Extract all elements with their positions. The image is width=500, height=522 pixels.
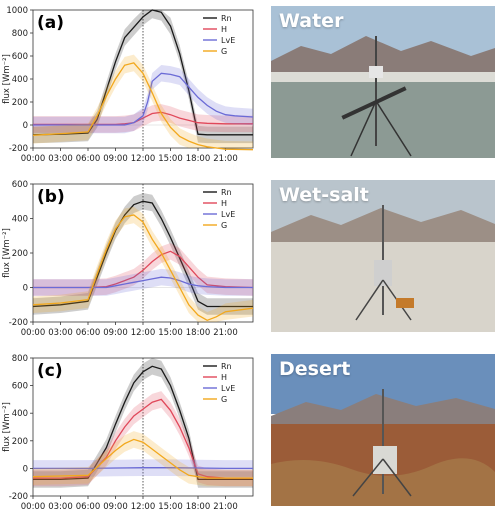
legend-entry-g: G (221, 221, 227, 230)
x-tick-label: 18:00 (186, 328, 211, 338)
photo-label: Wet-salt (279, 184, 369, 206)
x-tick-label: 12:00 (131, 328, 156, 338)
photo-wet-salt: Wet-salt (271, 180, 495, 332)
legend-entry-rn: Rn (221, 14, 232, 23)
y-tick-label: 800 (12, 354, 28, 364)
x-tick-label: 06:00 (76, 328, 101, 338)
legend-entry-g: G (221, 395, 227, 404)
y-tick-label: 400 (12, 215, 28, 225)
chart-panel-c: -200 0 200 400 600 800 00:00 03:00 06:00 09:00 12:… (2, 354, 254, 512)
photo-label: Water (279, 10, 344, 32)
x-tick-label: 21:00 (213, 154, 238, 164)
x-tick-label: 03:00 (48, 154, 73, 164)
x-tick-label: 18:00 (186, 502, 211, 512)
legend-entry-lve: LvE (221, 36, 235, 45)
x-tick-label: 18:00 (186, 154, 211, 164)
panel-desert: -200 0 200 400 600 800 00:00 03:00 06:00 09:00 12:… (0, 348, 500, 522)
series-line-g (32, 438, 253, 479)
y-tick-label: 200 (12, 437, 28, 447)
panel-label: (a) (37, 13, 64, 33)
x-tick-label: 15:00 (158, 328, 183, 338)
y-tick-label: 400 (12, 409, 28, 419)
y-tick-label: 0 (23, 121, 28, 131)
series-band-g (33, 206, 253, 322)
photo-wet-salt-image (271, 180, 495, 332)
y-tick-label: 0 (23, 464, 28, 474)
y-tick-label: 0 (23, 284, 28, 294)
x-tick-label: 09:00 (103, 328, 128, 338)
legend-entry-h: H (221, 373, 227, 382)
photo-water: Water (271, 6, 495, 158)
y-tick-label: -200 (9, 492, 28, 502)
series-line-lve (33, 467, 253, 470)
photo-desert: Desert (271, 354, 495, 506)
y-tick-label: 1000 (6, 6, 28, 16)
photo-water-image (271, 6, 495, 158)
y-tick-label: 600 (12, 52, 28, 62)
y-tick-label: 200 (12, 98, 28, 108)
y-tick-label: 800 (12, 29, 28, 39)
y-tick-label: 400 (12, 75, 28, 85)
series-line-rn (32, 200, 253, 308)
x-tick-label: 00:00 (21, 154, 46, 164)
photo-label: Desert (279, 358, 351, 380)
x-tick-label: 21:00 (213, 502, 238, 512)
x-tick-label: 09:00 (103, 154, 128, 164)
y-tick-label: -200 (9, 144, 28, 154)
panel-label: (c) (37, 361, 63, 381)
x-tick-label: 21:00 (213, 328, 238, 338)
series-band-rn (33, 10, 253, 144)
y-axis-label: flux [Wm⁻²] (2, 402, 12, 452)
panel-label: (b) (37, 187, 65, 207)
series-band-lve (33, 65, 253, 134)
x-tick-label: 03:00 (48, 328, 73, 338)
x-tick-label: 12:00 (131, 502, 156, 512)
x-tick-label: 06:00 (76, 502, 101, 512)
x-tick-label: 15:00 (158, 502, 183, 512)
y-tick-label: -200 (9, 318, 28, 328)
panel-wet-salt: -200 0 200 400 600 00:00 03:00 06:00 09:00 12:00 1… (0, 174, 500, 348)
legend-entry-rn: Rn (221, 188, 232, 197)
series-line-g (32, 214, 254, 322)
panel-water: -200 0 200 400 600 800 1000 00:00 03:00 06:00 09:0… (0, 0, 500, 174)
legend-entry-lve: LvE (221, 210, 235, 219)
series-line-rn (33, 365, 253, 481)
y-tick-label: 200 (12, 249, 28, 259)
x-tick-label: 12:00 (131, 154, 156, 164)
x-tick-label: 00:00 (21, 502, 46, 512)
series-band-rn (33, 193, 253, 315)
x-tick-label: 15:00 (158, 154, 183, 164)
legend-entry-rn: Rn (221, 362, 232, 371)
x-tick-label: 00:00 (21, 328, 46, 338)
x-tick-label: 09:00 (103, 502, 128, 512)
series-band-g (33, 54, 253, 148)
x-tick-label: 03:00 (48, 502, 73, 512)
legend-entry-g: G (221, 47, 227, 56)
y-axis-label: flux [Wm⁻²] (2, 228, 12, 278)
chart-panel-a: -200 0 200 400 600 800 1000 00:00 03:00 06:00 09:0… (2, 6, 254, 164)
series-line-g (32, 62, 254, 151)
y-axis-label: flux [Wm⁻²] (2, 54, 12, 104)
series-band-h (33, 243, 253, 296)
series-line-rn (32, 9, 253, 136)
series-band-rn (33, 358, 253, 488)
legend-entry-lve: LvE (221, 384, 235, 393)
series-band-g (33, 431, 253, 487)
series-band-lve (33, 268, 253, 296)
series-line-lve (33, 276, 253, 289)
y-tick-label: 600 (12, 382, 28, 392)
photo-desert-image (271, 354, 495, 506)
x-tick-label: 06:00 (76, 154, 101, 164)
legend-entry-h: H (221, 25, 227, 34)
legend-entry-h: H (221, 199, 227, 208)
y-tick-label: 600 (12, 180, 28, 190)
series-line-lve (33, 72, 254, 126)
